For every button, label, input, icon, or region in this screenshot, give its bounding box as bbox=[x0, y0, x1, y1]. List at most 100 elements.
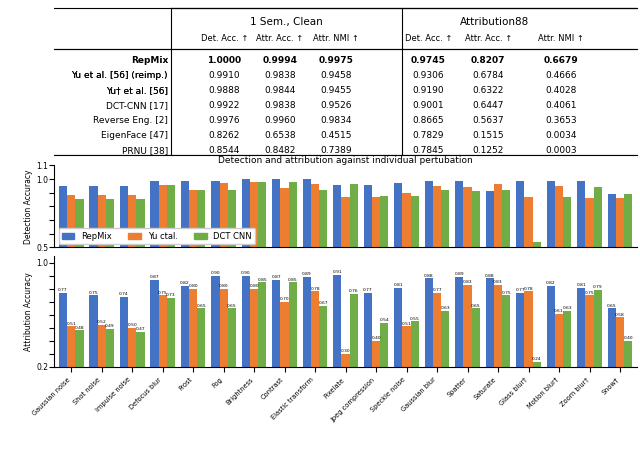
Text: 0.5637: 0.5637 bbox=[472, 116, 504, 125]
Bar bbox=[258, 182, 266, 315]
Bar bbox=[333, 274, 342, 393]
Bar bbox=[524, 292, 532, 393]
Bar bbox=[167, 185, 175, 315]
Text: 0.80: 0.80 bbox=[219, 284, 228, 288]
Text: 0.85: 0.85 bbox=[257, 278, 268, 282]
Text: 0.51: 0.51 bbox=[402, 322, 412, 326]
Text: 0.90: 0.90 bbox=[211, 271, 220, 275]
Bar bbox=[577, 288, 586, 393]
Text: 0.75: 0.75 bbox=[88, 291, 99, 295]
Text: 0.9190: 0.9190 bbox=[413, 86, 444, 95]
Bar bbox=[411, 196, 419, 315]
Text: 0.77: 0.77 bbox=[363, 288, 372, 292]
Bar bbox=[494, 285, 502, 393]
Text: 0.78: 0.78 bbox=[310, 287, 320, 291]
Bar bbox=[67, 195, 76, 315]
Bar bbox=[211, 276, 220, 393]
Bar bbox=[411, 321, 419, 393]
Bar bbox=[532, 242, 541, 315]
Bar bbox=[128, 195, 136, 315]
Text: 0.77: 0.77 bbox=[432, 288, 442, 292]
Text: 0.24: 0.24 bbox=[532, 357, 541, 361]
Text: 0.40: 0.40 bbox=[623, 336, 633, 340]
Bar bbox=[594, 187, 602, 315]
Text: 0.54: 0.54 bbox=[380, 318, 389, 322]
Text: 0.8544: 0.8544 bbox=[209, 146, 240, 155]
Bar bbox=[189, 189, 197, 315]
Text: 0.50: 0.50 bbox=[127, 323, 137, 327]
Text: Attr. Acc. ↑: Attr. Acc. ↑ bbox=[465, 34, 512, 43]
Text: 0.82: 0.82 bbox=[180, 281, 189, 285]
Text: 0.85: 0.85 bbox=[288, 278, 298, 282]
Text: 0.88: 0.88 bbox=[485, 274, 495, 278]
Bar bbox=[211, 181, 220, 315]
Bar bbox=[594, 290, 602, 393]
Text: 0.70: 0.70 bbox=[280, 297, 289, 301]
Bar bbox=[563, 311, 572, 393]
Text: 0.47: 0.47 bbox=[136, 327, 145, 331]
Text: 0.9838: 0.9838 bbox=[264, 101, 296, 110]
Text: Yu et al. [56] (reimp.): Yu et al. [56] (reimp.) bbox=[72, 71, 168, 80]
Text: 0.40: 0.40 bbox=[371, 336, 381, 340]
Text: Det. Acc. ↑: Det. Acc. ↑ bbox=[201, 34, 248, 43]
Bar bbox=[455, 180, 463, 315]
Bar bbox=[250, 289, 258, 393]
Text: 0.67: 0.67 bbox=[319, 301, 328, 305]
Bar bbox=[120, 297, 128, 393]
Bar bbox=[106, 198, 114, 315]
Text: Yu et al. [56] (reimp.): Yu et al. [56] (reimp.) bbox=[0, 71, 54, 80]
Text: 0.9458: 0.9458 bbox=[320, 71, 351, 80]
Bar bbox=[425, 181, 433, 315]
Bar bbox=[532, 361, 541, 393]
Bar bbox=[76, 330, 83, 393]
Text: 0.83: 0.83 bbox=[493, 280, 503, 284]
Text: 0.80: 0.80 bbox=[250, 284, 259, 288]
Text: 0.9910: 0.9910 bbox=[209, 71, 240, 80]
Text: 0.9834: 0.9834 bbox=[320, 116, 351, 125]
Text: 0.65: 0.65 bbox=[607, 304, 617, 307]
Bar bbox=[586, 198, 594, 315]
Bar bbox=[463, 285, 472, 393]
Text: 0.65: 0.65 bbox=[227, 304, 237, 307]
Bar bbox=[280, 189, 289, 315]
Text: 0.9526: 0.9526 bbox=[320, 101, 351, 110]
Text: 0.4666: 0.4666 bbox=[545, 71, 577, 80]
Bar bbox=[547, 181, 555, 315]
Text: 0.8482: 0.8482 bbox=[264, 146, 296, 155]
Y-axis label: Detection Accuracy: Detection Accuracy bbox=[24, 169, 33, 243]
Text: Yu et al. [56] (reimp.): Yu et al. [56] (reimp.) bbox=[72, 71, 168, 80]
Text: 0.83: 0.83 bbox=[463, 280, 472, 284]
Text: 0.9922: 0.9922 bbox=[209, 101, 240, 110]
Text: 0.63: 0.63 bbox=[440, 306, 450, 310]
Text: 0.89: 0.89 bbox=[302, 272, 312, 276]
Bar bbox=[524, 197, 532, 315]
Text: 0.9838: 0.9838 bbox=[264, 71, 296, 80]
Text: 0.7829: 0.7829 bbox=[413, 131, 444, 140]
Text: 0.9994: 0.9994 bbox=[262, 56, 298, 65]
Text: 0.75: 0.75 bbox=[585, 291, 595, 295]
Text: 0.4061: 0.4061 bbox=[545, 101, 577, 110]
Bar bbox=[502, 295, 511, 393]
Bar bbox=[280, 302, 289, 393]
Text: RepMix: RepMix bbox=[131, 56, 168, 65]
Text: 0.4515: 0.4515 bbox=[320, 131, 351, 140]
Text: 0.3653: 0.3653 bbox=[545, 116, 577, 125]
Bar bbox=[472, 308, 480, 393]
Text: Yu† et al. [56]: Yu† et al. [56] bbox=[106, 86, 168, 95]
Text: 0.9306: 0.9306 bbox=[413, 71, 444, 80]
Text: 0.8207: 0.8207 bbox=[471, 56, 506, 65]
Text: 0.51: 0.51 bbox=[67, 322, 76, 326]
Text: 0.1515: 0.1515 bbox=[472, 131, 504, 140]
Text: 0.9455: 0.9455 bbox=[320, 86, 351, 95]
Text: 0.6784: 0.6784 bbox=[472, 71, 504, 80]
Text: 0.6538: 0.6538 bbox=[264, 131, 296, 140]
Bar bbox=[59, 186, 67, 315]
Text: 0.4028: 0.4028 bbox=[545, 86, 577, 95]
Text: Attr. NMI ↑: Attr. NMI ↑ bbox=[313, 34, 358, 43]
Bar bbox=[97, 195, 106, 315]
Bar bbox=[242, 180, 250, 315]
Bar bbox=[272, 280, 280, 393]
Bar bbox=[441, 311, 449, 393]
Bar bbox=[433, 293, 441, 393]
Bar bbox=[220, 183, 228, 315]
